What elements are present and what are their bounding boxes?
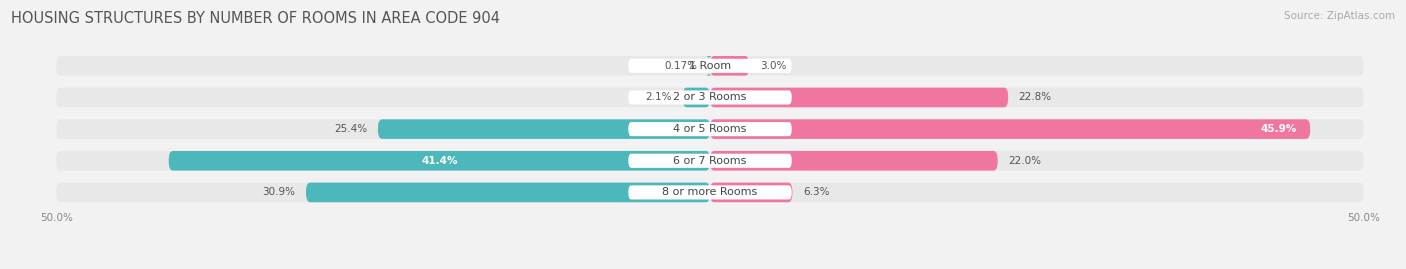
- Text: 41.4%: 41.4%: [422, 156, 457, 166]
- Text: 4 or 5 Rooms: 4 or 5 Rooms: [673, 124, 747, 134]
- Text: 6 or 7 Rooms: 6 or 7 Rooms: [673, 156, 747, 166]
- Text: 22.8%: 22.8%: [1018, 93, 1052, 102]
- FancyBboxPatch shape: [56, 56, 1364, 76]
- FancyBboxPatch shape: [710, 151, 998, 171]
- Text: 0.17%: 0.17%: [665, 61, 697, 71]
- FancyBboxPatch shape: [710, 119, 1310, 139]
- Text: 8 or more Rooms: 8 or more Rooms: [662, 187, 758, 197]
- Text: 1 Room: 1 Room: [689, 61, 731, 71]
- FancyBboxPatch shape: [628, 90, 792, 105]
- FancyBboxPatch shape: [56, 151, 1364, 171]
- FancyBboxPatch shape: [710, 56, 749, 76]
- FancyBboxPatch shape: [378, 119, 710, 139]
- FancyBboxPatch shape: [628, 185, 792, 200]
- FancyBboxPatch shape: [56, 183, 1364, 202]
- Text: 2 or 3 Rooms: 2 or 3 Rooms: [673, 93, 747, 102]
- FancyBboxPatch shape: [169, 151, 710, 171]
- FancyBboxPatch shape: [56, 88, 1364, 107]
- FancyBboxPatch shape: [682, 88, 710, 107]
- Text: 30.9%: 30.9%: [263, 187, 295, 197]
- FancyBboxPatch shape: [710, 88, 1008, 107]
- FancyBboxPatch shape: [307, 183, 710, 202]
- FancyBboxPatch shape: [706, 56, 711, 76]
- Text: 45.9%: 45.9%: [1261, 124, 1298, 134]
- Text: 25.4%: 25.4%: [335, 124, 367, 134]
- Text: Source: ZipAtlas.com: Source: ZipAtlas.com: [1284, 11, 1395, 21]
- Text: HOUSING STRUCTURES BY NUMBER OF ROOMS IN AREA CODE 904: HOUSING STRUCTURES BY NUMBER OF ROOMS IN…: [11, 11, 501, 26]
- FancyBboxPatch shape: [628, 154, 792, 168]
- FancyBboxPatch shape: [710, 183, 793, 202]
- FancyBboxPatch shape: [56, 119, 1364, 139]
- FancyBboxPatch shape: [628, 122, 792, 136]
- Text: 3.0%: 3.0%: [759, 61, 786, 71]
- Text: 2.1%: 2.1%: [645, 93, 672, 102]
- FancyBboxPatch shape: [628, 59, 792, 73]
- Text: 22.0%: 22.0%: [1008, 156, 1042, 166]
- Text: 6.3%: 6.3%: [803, 187, 830, 197]
